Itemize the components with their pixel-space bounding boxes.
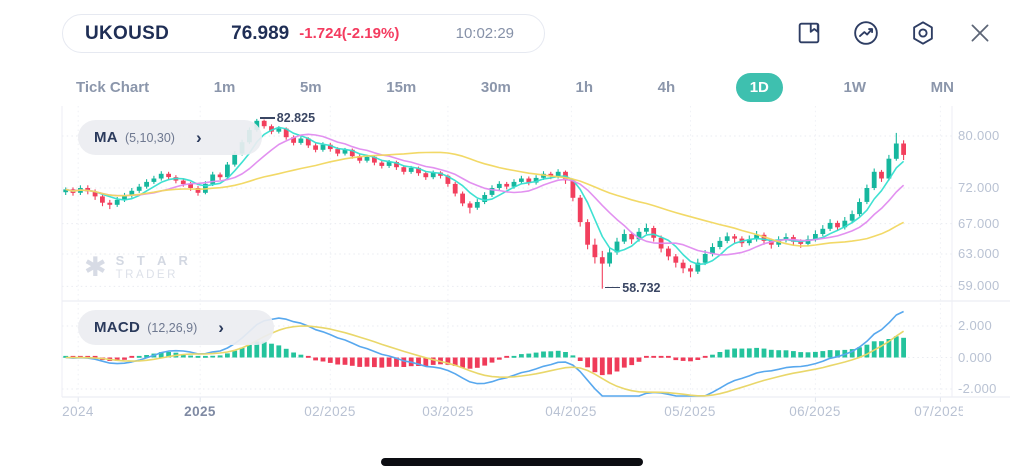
home-indicator-bar[interactable] <box>381 458 643 466</box>
tab-1w[interactable]: 1W <box>843 78 867 96</box>
tab-mn[interactable]: MN <box>930 78 954 96</box>
ma-params: (5,10,30) <box>124 130 175 145</box>
price-axis-label: 59.000 <box>958 278 1000 294</box>
price-axis-label: 80.000 <box>958 128 1000 143</box>
annotation-dash <box>259 117 275 119</box>
tab-15m[interactable]: 15m <box>386 78 417 96</box>
header: UKOUSD 76.989 -1.724(-2.19%) 10:02:29 <box>0 14 1024 54</box>
price-change: -1.724(-2.19%) <box>299 25 400 42</box>
tab-1h[interactable]: 1h <box>575 78 594 96</box>
tab-tick-chart[interactable]: Tick Chart <box>76 78 150 96</box>
price-chart[interactable]: 2024 2025 02/2025 03/2025 04/2025 05/2025 06/2… <box>0 105 1024 435</box>
tab-1m[interactable]: 1m <box>213 78 236 96</box>
macd-axis-label: 0.000 <box>958 349 993 365</box>
quote-summary: UKOUSD 76.989 -1.724(-2.19%) 10:02:29 <box>62 14 545 53</box>
tab-30m[interactable]: 30m <box>480 78 511 96</box>
quote-time: 10:02:29 <box>455 25 514 42</box>
high-price-annotation: 82.825 <box>259 111 315 125</box>
settings-icon[interactable] <box>909 19 937 47</box>
save-icon[interactable] <box>795 19 823 47</box>
macd-axis-label: 2.000 <box>958 318 993 333</box>
macd-label: MACD <box>94 319 141 336</box>
close-icon[interactable] <box>966 19 994 47</box>
tab-1d[interactable]: 1D <box>735 72 783 102</box>
indicator-icon[interactable] <box>852 19 880 47</box>
symbol-name: UKOUSD <box>85 22 170 44</box>
macd-axis-label: -2.000 <box>958 381 997 396</box>
header-toolbar <box>795 19 994 47</box>
chevron-right-icon: › <box>195 128 202 147</box>
price-axis-label: 67.000 <box>958 215 1000 231</box>
low-price-annotation: 58.732 <box>605 281 660 295</box>
ma-label: MA <box>94 129 118 146</box>
macd-params: (12,26,9) <box>147 320 198 335</box>
annotation-dash <box>605 286 621 289</box>
last-price: 76.989 <box>231 22 290 44</box>
tab-4h[interactable]: 4h <box>657 78 676 96</box>
price-axis-label: 63.000 <box>958 246 1000 261</box>
ma-indicator-pill[interactable]: MA (5,10,30) › <box>78 120 262 155</box>
tab-5m[interactable]: 5m <box>299 78 322 96</box>
macd-indicator-pill[interactable]: MACD (12,26,9) › <box>78 310 274 345</box>
chevron-right-icon: › <box>218 318 224 337</box>
timeframe-tabs: Tick Chart 1m 5m 15m 30m 1h 4h 1D 1W MN <box>0 70 1024 104</box>
price-axis-label: 72.000 <box>958 180 1000 196</box>
